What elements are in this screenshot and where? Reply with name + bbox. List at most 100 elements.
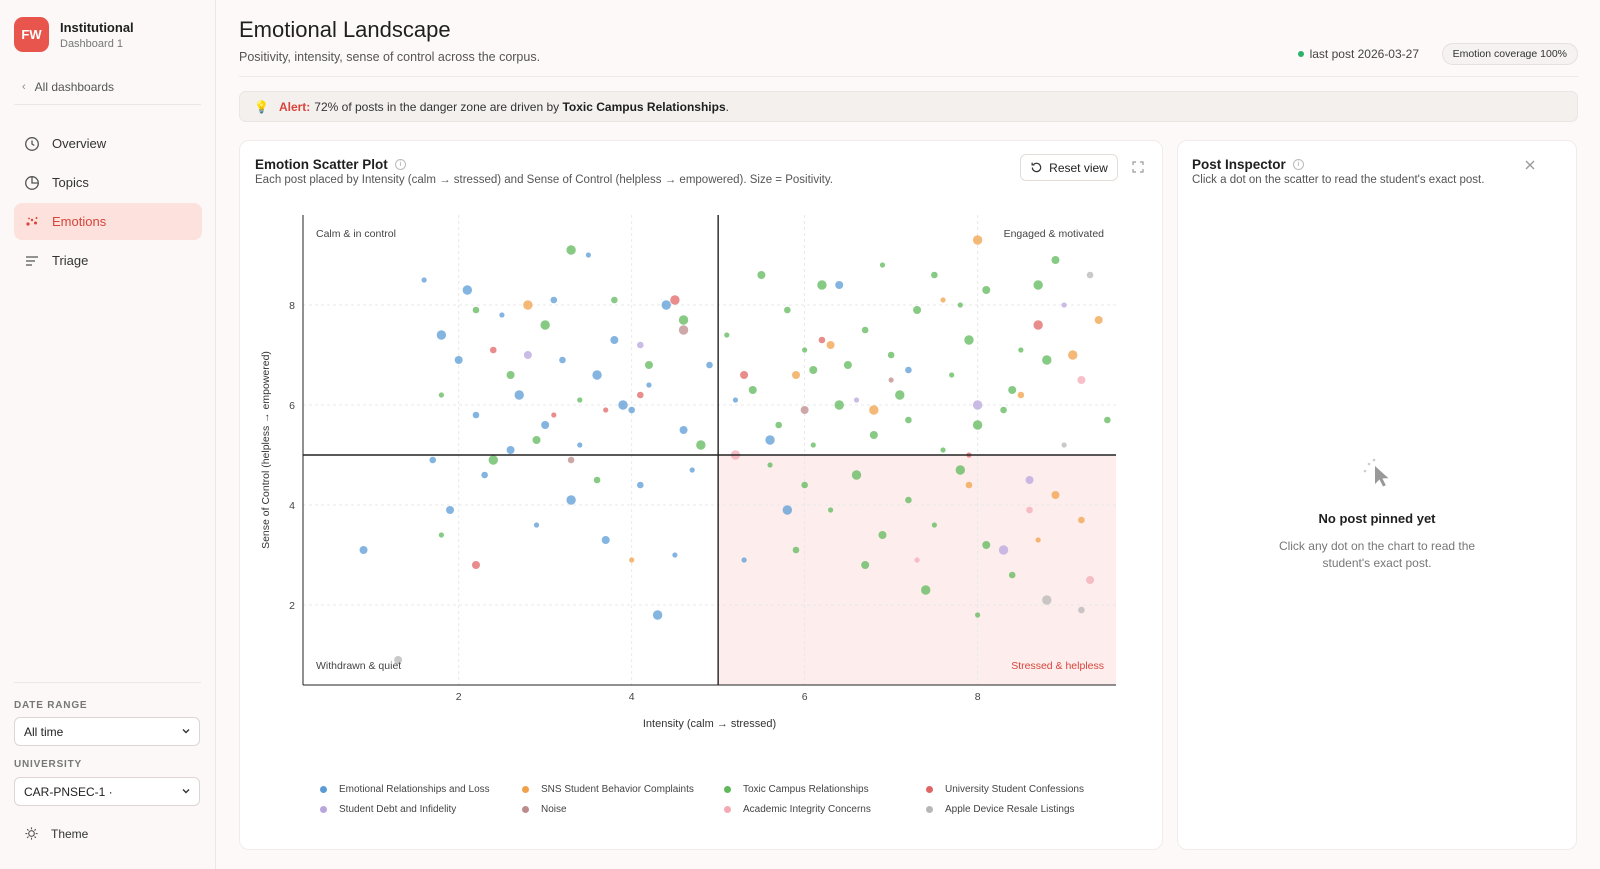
data-point[interactable] xyxy=(585,252,592,258)
data-point[interactable] xyxy=(540,320,550,330)
date-range-select[interactable]: All time xyxy=(14,717,200,746)
data-point[interactable] xyxy=(869,431,878,439)
data-point[interactable] xyxy=(949,372,955,378)
data-point[interactable] xyxy=(559,356,566,364)
data-point[interactable] xyxy=(879,262,886,268)
data-point[interactable] xyxy=(817,280,827,290)
data-point[interactable] xyxy=(1078,516,1085,524)
data-point[interactable] xyxy=(767,462,773,468)
data-point[interactable] xyxy=(931,522,937,528)
legend-item[interactable]: Student Debt and Infidelity xyxy=(320,804,522,815)
data-point[interactable] xyxy=(533,522,540,528)
data-point[interactable] xyxy=(853,397,860,403)
data-point[interactable] xyxy=(895,390,905,400)
data-point[interactable] xyxy=(672,552,678,558)
data-point[interactable] xyxy=(1051,491,1060,499)
data-point[interactable] xyxy=(1008,386,1017,394)
data-point[interactable] xyxy=(499,312,505,318)
data-point[interactable] xyxy=(1026,506,1033,514)
data-point[interactable] xyxy=(955,465,966,475)
data-point[interactable] xyxy=(843,361,852,369)
data-point[interactable] xyxy=(462,285,473,295)
data-point[interactable] xyxy=(921,585,931,595)
data-point[interactable] xyxy=(1104,416,1111,424)
data-point[interactable] xyxy=(905,416,912,424)
data-point[interactable] xyxy=(800,406,809,414)
data-point[interactable] xyxy=(446,506,455,514)
data-point[interactable] xyxy=(1000,406,1007,414)
data-point[interactable] xyxy=(887,351,895,359)
sidebar-item-emotions[interactable]: Emotions xyxy=(14,203,202,240)
data-point[interactable] xyxy=(975,612,981,618)
legend-item[interactable]: Noise xyxy=(522,804,724,815)
sidebar-item-topics[interactable]: Topics xyxy=(14,164,202,201)
data-point[interactable] xyxy=(851,470,862,480)
data-point[interactable] xyxy=(541,421,550,429)
data-point[interactable] xyxy=(566,495,576,505)
legend-item[interactable]: Apple Device Resale Listings xyxy=(926,804,1116,815)
data-point[interactable] xyxy=(818,336,826,344)
data-point[interactable] xyxy=(792,546,800,554)
data-point[interactable] xyxy=(775,421,782,429)
data-point[interactable] xyxy=(678,315,689,325)
data-point[interactable] xyxy=(888,377,894,383)
data-point[interactable] xyxy=(601,536,610,544)
data-point[interactable] xyxy=(610,336,619,344)
legend-item[interactable]: SNS Student Behavior Complaints xyxy=(522,784,724,795)
data-point[interactable] xyxy=(861,326,869,334)
data-point[interactable] xyxy=(1017,391,1025,399)
data-point[interactable] xyxy=(869,405,879,415)
data-point[interactable] xyxy=(472,411,480,419)
data-point[interactable] xyxy=(472,306,480,314)
data-point[interactable] xyxy=(637,481,644,489)
legend-item[interactable]: Emotional Relationships and Loss xyxy=(320,784,522,795)
legend-item[interactable]: University Student Confessions xyxy=(926,784,1116,795)
data-point[interactable] xyxy=(1086,271,1094,279)
data-point[interactable] xyxy=(914,557,920,563)
data-point[interactable] xyxy=(827,507,834,513)
data-point[interactable] xyxy=(905,496,912,504)
data-point[interactable] xyxy=(1078,606,1085,614)
data-point[interactable] xyxy=(965,481,973,489)
data-point[interactable] xyxy=(471,561,480,569)
close-icon[interactable] xyxy=(1523,158,1537,172)
data-point[interactable] xyxy=(748,386,757,394)
data-point[interactable] xyxy=(757,271,766,279)
data-point[interactable] xyxy=(577,442,583,448)
data-point[interactable] xyxy=(489,346,497,354)
data-point[interactable] xyxy=(670,295,680,305)
data-point[interactable] xyxy=(1086,576,1095,584)
data-point[interactable] xyxy=(706,361,713,369)
data-point[interactable] xyxy=(1094,316,1103,324)
reset-view-button[interactable]: Reset view xyxy=(1020,154,1118,181)
data-point[interactable] xyxy=(488,455,498,465)
data-point[interactable] xyxy=(359,546,368,554)
data-point[interactable] xyxy=(438,532,444,538)
data-point[interactable] xyxy=(784,306,791,314)
data-point[interactable] xyxy=(1008,571,1016,579)
legend-item[interactable]: Academic Integrity Concerns xyxy=(724,804,926,815)
data-point[interactable] xyxy=(438,392,444,398)
data-point[interactable] xyxy=(741,557,747,563)
info-icon[interactable]: i xyxy=(394,159,406,170)
data-point[interactable] xyxy=(1061,442,1067,448)
data-point[interactable] xyxy=(1025,476,1034,484)
data-point[interactable] xyxy=(1042,595,1052,605)
legend-item[interactable]: Toxic Campus Relationships xyxy=(724,784,926,795)
data-point[interactable] xyxy=(1033,280,1043,290)
data-point[interactable] xyxy=(802,347,808,353)
data-point[interactable] xyxy=(1077,376,1086,384)
data-point[interactable] xyxy=(1068,350,1078,360)
data-point[interactable] xyxy=(637,391,644,399)
data-point[interactable] xyxy=(550,296,558,304)
data-point[interactable] xyxy=(1018,347,1024,353)
data-point[interactable] xyxy=(765,435,775,445)
data-point[interactable] xyxy=(940,447,946,453)
data-point[interactable] xyxy=(593,476,601,484)
sidebar-item-overview[interactable]: Overview xyxy=(14,125,202,162)
data-point[interactable] xyxy=(732,397,739,403)
university-select[interactable]: CAR-PNSEC-1 · xyxy=(14,777,200,806)
data-point[interactable] xyxy=(998,545,1009,555)
data-point[interactable] xyxy=(982,286,991,294)
data-point[interactable] xyxy=(1051,256,1060,264)
